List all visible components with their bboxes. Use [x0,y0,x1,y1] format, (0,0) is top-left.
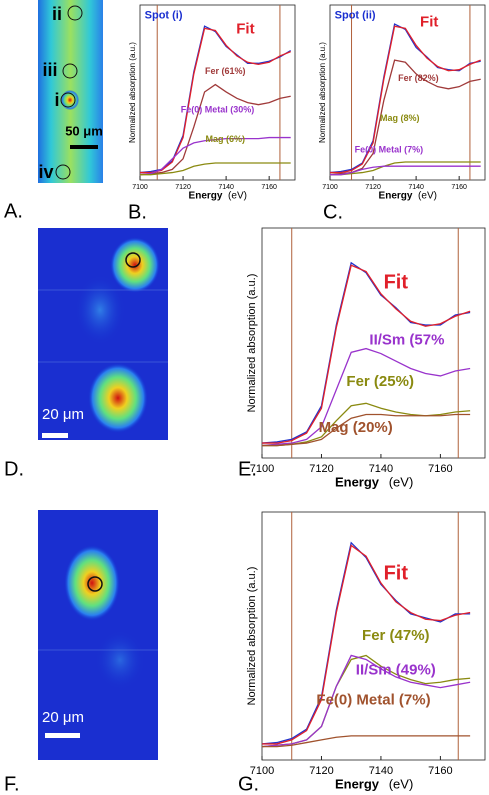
map-f [38,510,158,760]
y-axis-label: Normalized absorption (a.u.) [318,42,327,143]
x-axis-label: Energy [335,777,380,792]
series-line [262,264,471,444]
series-label: Fit [420,13,438,30]
series-line [261,654,471,748]
x-axis-label: Energy [189,191,223,202]
plot-frame [139,4,296,181]
series-line [139,83,291,176]
series-label: Fit [384,562,409,584]
series-line [261,347,471,447]
x-tick-label: 7140 [369,463,393,475]
plot-frame [329,4,486,181]
x-axis-unit: (eV) [228,191,247,202]
x-tick-label: 7100 [132,184,148,191]
panel-label: B. [128,201,147,223]
series-label: Fit [384,271,409,293]
y-axis-label: Normalized absorption (a.u.) [128,42,137,143]
y-axis-label: Normalized absorption (a.u.) [246,567,258,706]
plot-frame [261,227,486,459]
series-label: Fer (47%) [362,627,430,644]
x-tick-label: 7140 [218,184,234,191]
scale-label: 50 μm [65,123,103,138]
x-axis-unit: (eV) [418,191,437,202]
panel-label: E. [238,458,257,480]
series-label: II/Sm (57% [369,332,444,349]
series-line [140,27,291,174]
panel-label: G. [238,773,259,795]
x-tick-label: 7120 [365,184,381,191]
series-label: Fe(0) Metal (7%) [355,145,424,155]
spot-label: ii [52,4,62,24]
y-axis-label: Normalized absorption (a.u.) [246,274,258,413]
series-label: Fer (61%) [205,66,246,76]
x-axis-unit: (eV) [389,475,414,490]
spot-label: iii [42,60,57,80]
x-axis-unit: (eV) [389,777,414,792]
series-label: Mag (8%) [380,113,420,123]
series-line [140,162,291,176]
spot-title: Spot (i) [145,9,183,21]
spot-label: i [54,90,59,110]
map-d [38,228,168,440]
x-tick-label: 7140 [369,765,393,777]
x-axis-label: Energy [379,191,413,202]
x-tick-label: 7100 [250,463,274,475]
plot-frame [261,511,486,761]
series-label: Fe(0) Metal (30%) [181,104,255,114]
series-line [330,161,481,176]
series-line [330,165,481,176]
map-a [38,0,103,183]
x-tick-label: 7160 [261,184,277,191]
series-label: Fer (82%) [398,73,439,83]
x-tick-label: 7100 [322,184,338,191]
series-line [139,136,291,176]
series-label: Mag (6%) [205,134,245,144]
panel-label: D. [4,458,24,480]
panel-label: C. [323,201,343,223]
series-line [330,25,481,174]
x-tick-label: 7120 [309,765,333,777]
panel-label: F. [4,773,20,795]
series-label: Fe(0) Metal (7%) [316,691,430,708]
series-line [262,544,471,745]
series-line [262,735,471,748]
series-label: Fit [236,20,254,37]
series-line [262,413,471,447]
scale-label: 20 μm [42,709,84,726]
x-tick-label: 7160 [428,765,452,777]
x-tick-label: 7140 [408,184,424,191]
series-label: Mag (20%) [319,419,393,436]
spot-label: iv [38,162,53,182]
scale-label: 20 μm [42,406,84,423]
panel-label: A. [4,200,23,222]
x-tick-label: 7160 [428,463,452,475]
series-label: II/Sm (49%) [356,662,436,679]
series-line [139,25,292,174]
spot-title: Spot (ii) [335,9,376,21]
x-axis-label: Energy [335,475,380,490]
x-tick-label: 7100 [250,765,274,777]
x-tick-label: 7120 [309,463,333,475]
series-label: Fer (25%) [346,373,414,390]
x-tick-label: 7120 [175,184,191,191]
x-tick-label: 7160 [451,184,467,191]
